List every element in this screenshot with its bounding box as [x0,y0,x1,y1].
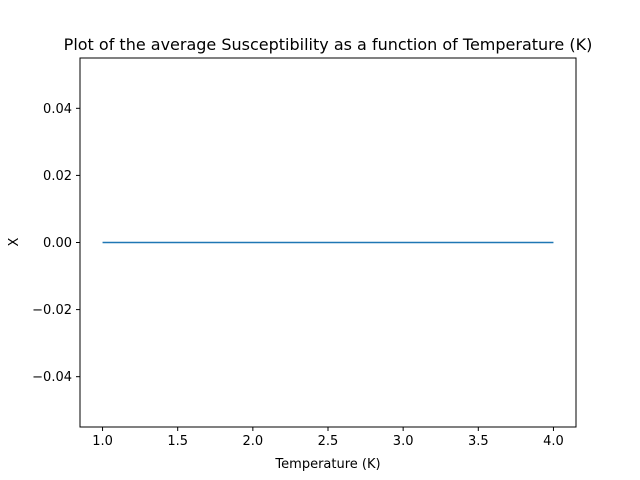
y-axis-label: X [7,237,22,246]
x-axis: 1.0 1.5 2.0 2.5 3.0 3.5 4.0 [92,427,564,449]
x-tick-label: 3.0 [393,434,414,449]
y-tick-label: −0.04 [32,370,72,385]
x-tick-label: 3.5 [468,434,489,449]
y-axis: −0.04 −0.02 0.00 0.02 0.04 [32,102,80,385]
x-axis-label: Temperature (K) [274,457,380,472]
x-tick-label: 1.0 [92,434,113,449]
x-tick-label: 2.5 [318,434,339,449]
y-tick-label: −0.02 [32,303,72,318]
chart-title: Plot of the average Susceptibility as a … [64,35,593,54]
x-tick-label: 1.5 [167,434,188,449]
x-tick-label: 2.0 [243,434,264,449]
x-tick-label: 4.0 [543,434,564,449]
y-tick-label: 0.04 [43,102,72,117]
y-tick-label: 0.00 [43,236,72,251]
y-tick-label: 0.02 [43,169,72,184]
